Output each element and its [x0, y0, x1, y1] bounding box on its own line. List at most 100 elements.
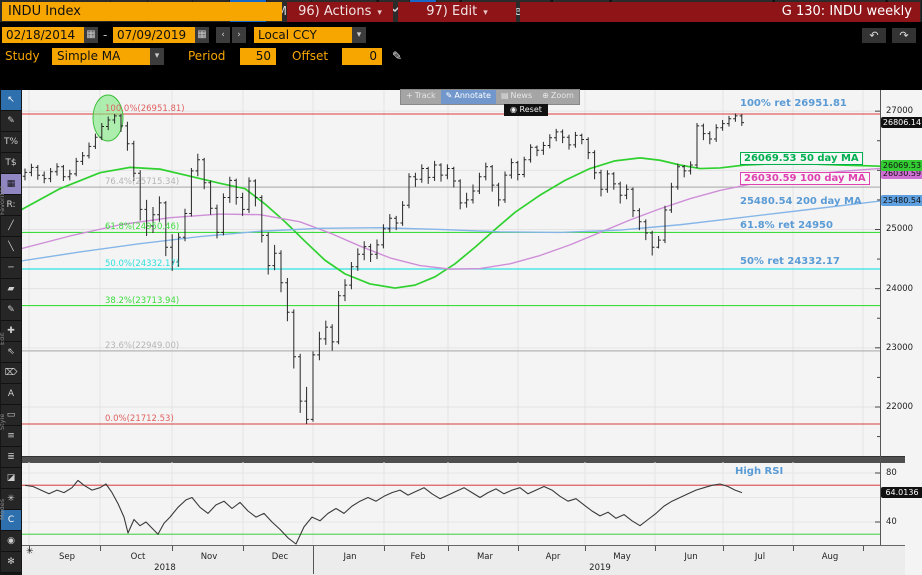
study-bar: Study Simple MA ▾ Period 50 Offset 0 ✎: [0, 46, 922, 68]
offset-input[interactable]: 0: [342, 48, 382, 65]
actions-menu-button[interactable]: 96) Actions ▾: [287, 2, 393, 22]
line-style-tool[interactable]: ≡: [1, 426, 21, 447]
annotate-tool-annotate[interactable]: ✎ Annotate: [440, 90, 496, 104]
time-axis-tick: [585, 546, 586, 551]
axis-settings-icon[interactable]: ✳: [26, 547, 34, 557]
price-axis-badge: 25480.54: [881, 195, 922, 207]
edit-pencil-tool[interactable]: ✎: [1, 300, 21, 321]
end-date-calendar-icon[interactable]: ▦: [195, 27, 209, 43]
chart-level-label: 26030.59 100 day MA: [740, 172, 870, 185]
price-axis-badge: 26806.14: [881, 116, 922, 128]
asterisk-tool[interactable]: ✳: [1, 489, 21, 510]
date-range-bar: 02/18/2014 ▦ - 07/09/2019 ▦ ‹ › Local CC…: [0, 24, 922, 46]
edit-study-pencil-icon[interactable]: ✎: [392, 49, 403, 63]
ma-line-50-day-ma: [22, 157, 880, 289]
actions-menu-label: 96) Actions: [298, 4, 372, 19]
select-cursor-tool[interactable]: ⇖: [1, 342, 21, 363]
month-label: Jul: [754, 552, 766, 562]
chart-title: G 130: INDU weekly: [520, 2, 920, 22]
end-date-input[interactable]: 07/09/2019: [113, 27, 201, 43]
redo-button[interactable]: ↷: [892, 28, 916, 43]
track-icon: +: [406, 91, 413, 100]
pointer-tool[interactable]: ↖: [1, 90, 21, 111]
draw-line-tool[interactable]: ✎: [1, 111, 21, 132]
fib-level-label: 50.0%(24332.17): [105, 259, 180, 269]
price-bars: [22, 113, 744, 424]
month-label: May: [613, 552, 631, 562]
rsi-chart-canvas[interactable]: [22, 462, 880, 545]
month-label: Dec: [271, 552, 289, 562]
month-label: Aug: [821, 552, 839, 562]
sidebar-group-label: Edit: [0, 332, 6, 345]
time-axis-tick: [863, 546, 864, 551]
chart-level-label: 26069.53 50 day MA: [740, 152, 863, 165]
sidebar-group-label: Favorites: [0, 185, 6, 215]
rectangle-tool[interactable]: ▭: [1, 405, 21, 426]
chart-level-label: 25480.54 200 day MA: [740, 196, 862, 207]
start-date-input[interactable]: 02/18/2014: [2, 27, 90, 43]
currency-dropdown-icon[interactable]: ▾: [352, 27, 366, 43]
chevron-down-icon: ▾: [483, 8, 488, 18]
edit-menu-label: 97) Edit: [426, 4, 478, 19]
fib-level-label: 23.6%(22949.00): [105, 340, 180, 351]
time-axis-tick: [29, 546, 30, 551]
offset-label: Offset: [292, 49, 329, 63]
horizontal-line-tool[interactable]: ─: [1, 258, 21, 279]
price-axis-tick-label: 22000: [886, 401, 914, 412]
fib-level-label: 76.4%(25715.34): [105, 177, 180, 188]
date-forward-button[interactable]: ›: [232, 27, 246, 43]
rsi-axis-tick-label: 80: [886, 468, 897, 478]
price-axis-badge: 26069.53: [881, 160, 922, 172]
fib-level-label: 0.0%(21712.53): [105, 414, 174, 424]
reset-zoom-button[interactable]: ◉ Reset: [504, 104, 548, 116]
time-axis-tick: [100, 546, 101, 551]
currency-select[interactable]: Local CCY: [254, 27, 358, 43]
ma-line-200-day-ma: [22, 200, 880, 262]
month-label: Nov: [200, 552, 218, 562]
channel-tool[interactable]: ▰: [1, 279, 21, 300]
date-back-button[interactable]: ‹: [216, 27, 230, 43]
text-percent-tool[interactable]: T%: [1, 132, 21, 153]
period-label: Period: [188, 49, 226, 63]
move-tool[interactable]: ✚: [1, 321, 21, 342]
price-axis-tick-label: 25000: [886, 224, 914, 235]
undo-button[interactable]: ↶: [862, 28, 886, 43]
month-label: Jun: [684, 552, 698, 562]
chart-level-label: 50% ret 24332.17: [740, 256, 840, 267]
delete-tool[interactable]: ⌦: [1, 363, 21, 384]
period-input[interactable]: 50: [240, 48, 276, 65]
study-select[interactable]: Simple MA: [52, 48, 150, 65]
security-input[interactable]: INDU Index: [2, 2, 282, 21]
price-chart-canvas[interactable]: [22, 90, 880, 456]
study-dropdown-icon[interactable]: ▾: [150, 48, 164, 65]
start-date-calendar-icon[interactable]: ▦: [84, 27, 98, 43]
eraser-tool[interactable]: ◪: [1, 468, 21, 489]
color-mode-tool[interactable]: ◉: [1, 531, 21, 552]
edit-menu-button[interactable]: 97) Edit ▾: [398, 2, 516, 22]
ray-tool[interactable]: ╲: [1, 237, 21, 258]
news-icon: ▤: [500, 91, 509, 100]
text-style-tool[interactable]: A: [1, 384, 21, 405]
rsi-axis-badge: 64.0136: [881, 486, 922, 498]
annotate-floating-toolbar: + Track ✎ Annotate ▤ News ⊕ Zoom: [400, 89, 580, 105]
regression-tool[interactable]: R:: [1, 195, 21, 216]
month-label: Jan: [343, 552, 357, 562]
fib-level-label: 100.0%(26951.81): [105, 104, 185, 114]
text-dollar-tool[interactable]: T$: [1, 153, 21, 174]
settings-tool[interactable]: ✻: [1, 552, 21, 573]
trendline-tool[interactable]: ╱: [1, 216, 21, 237]
rsi-study-label: High RSI: [735, 466, 784, 477]
panel-divider-handle[interactable]: [22, 456, 905, 463]
annotate-tool-zoom[interactable]: ⊕ Zoom: [542, 91, 574, 100]
chart-level-label: 61.8% ret 24950: [740, 220, 833, 231]
currency-mode-tool[interactable]: C: [1, 510, 21, 531]
annotate-tool-track[interactable]: + Track: [406, 91, 436, 100]
annotate-tool-news[interactable]: ▤ News: [500, 91, 533, 100]
time-axis-tick: [655, 546, 656, 551]
pattern-style-tool[interactable]: ≣: [1, 447, 21, 468]
calendar-tool[interactable]: ▦: [1, 174, 21, 195]
time-axis-tick: [172, 546, 173, 551]
time-axis-tick: [793, 546, 794, 551]
sidebar-group-label: Modes: [0, 498, 6, 520]
